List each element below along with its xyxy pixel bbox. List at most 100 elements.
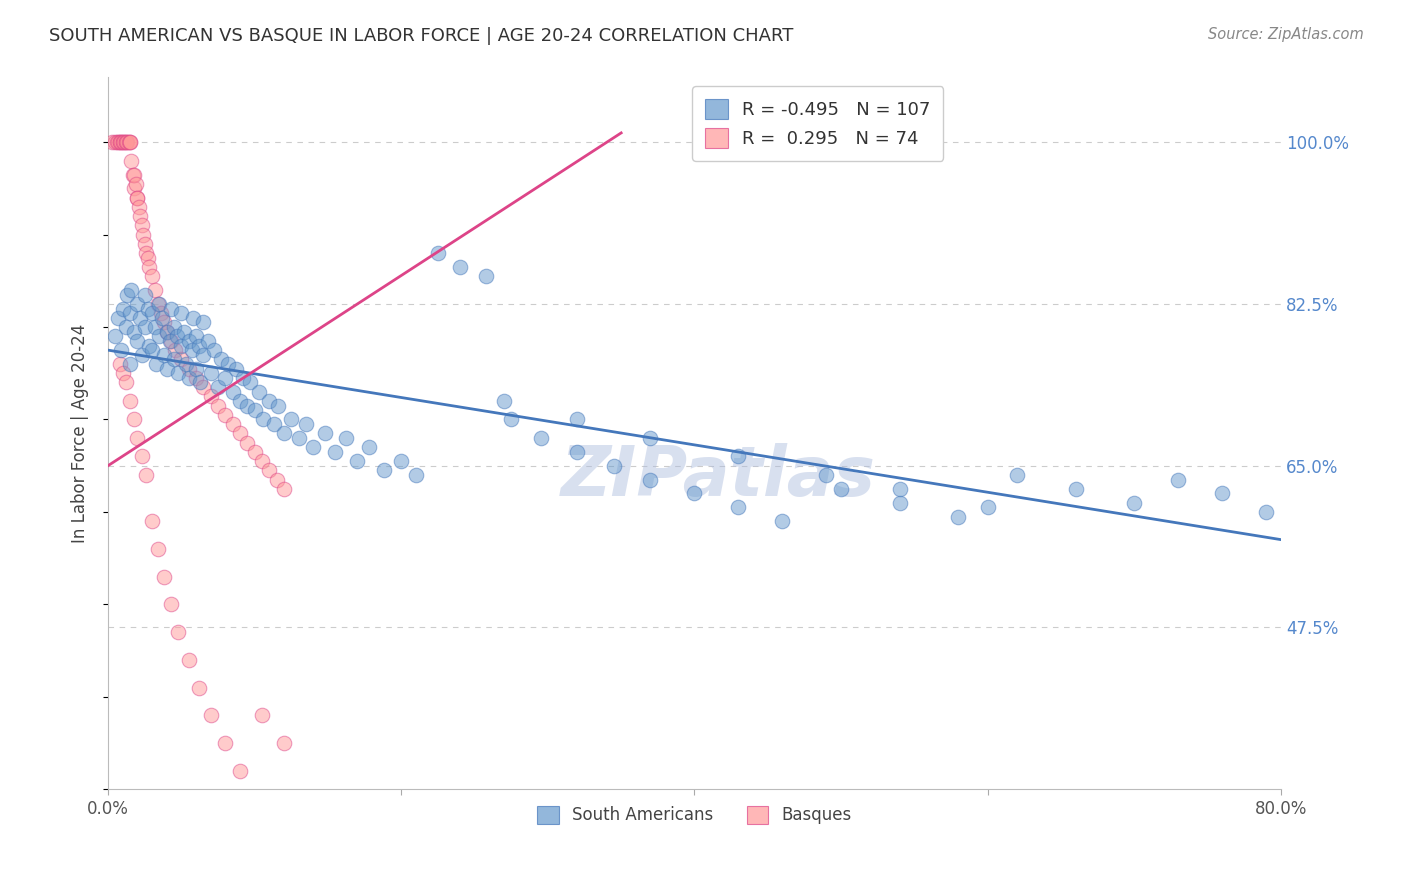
Point xyxy=(131,348,153,362)
Point xyxy=(683,486,706,500)
Point xyxy=(170,352,193,367)
Point xyxy=(118,135,141,149)
Point xyxy=(129,310,152,325)
Point xyxy=(948,509,970,524)
Point xyxy=(177,334,200,348)
Point xyxy=(193,348,215,362)
Point xyxy=(160,598,183,612)
Point xyxy=(323,445,346,459)
Point xyxy=(640,431,662,445)
Point xyxy=(141,269,163,284)
Point xyxy=(221,384,243,399)
Point xyxy=(830,482,852,496)
Point xyxy=(273,736,295,750)
Point xyxy=(136,251,159,265)
Point xyxy=(138,338,160,352)
Text: SOUTH AMERICAN VS BASQUE IN LABOR FORCE | AGE 20-24 CORRELATION CHART: SOUTH AMERICAN VS BASQUE IN LABOR FORCE … xyxy=(49,27,793,45)
Point xyxy=(127,191,149,205)
Point xyxy=(977,500,1000,515)
Point xyxy=(127,191,149,205)
Point xyxy=(114,135,136,149)
Point xyxy=(197,334,219,348)
Point xyxy=(229,764,252,778)
Point xyxy=(118,135,141,149)
Point xyxy=(217,357,239,371)
Point xyxy=(127,431,149,445)
Point xyxy=(640,473,662,487)
Point xyxy=(134,320,156,334)
Point xyxy=(243,445,266,459)
Point xyxy=(243,403,266,417)
Point xyxy=(152,315,174,329)
Point xyxy=(170,306,193,320)
Point xyxy=(357,440,380,454)
Point xyxy=(567,412,589,426)
Point xyxy=(111,366,134,380)
Point xyxy=(567,445,589,459)
Point xyxy=(346,454,368,468)
Point xyxy=(229,426,252,441)
Point xyxy=(177,371,200,385)
Point xyxy=(149,306,172,320)
Point xyxy=(200,708,222,723)
Point xyxy=(214,408,236,422)
Point xyxy=(156,325,179,339)
Point xyxy=(104,329,127,343)
Point xyxy=(107,135,129,149)
Point xyxy=(1064,482,1087,496)
Point xyxy=(152,569,174,583)
Point xyxy=(167,625,190,640)
Point xyxy=(148,329,170,343)
Point xyxy=(118,357,141,371)
Point xyxy=(314,426,336,441)
Point xyxy=(225,361,247,376)
Point xyxy=(1005,467,1028,482)
Point xyxy=(273,426,295,441)
Point xyxy=(475,269,498,284)
Point xyxy=(209,352,232,367)
Point xyxy=(492,394,515,409)
Point xyxy=(727,500,749,515)
Text: Source: ZipAtlas.com: Source: ZipAtlas.com xyxy=(1208,27,1364,42)
Point xyxy=(603,458,626,473)
Point xyxy=(426,246,449,260)
Point xyxy=(160,301,183,316)
Point xyxy=(889,482,911,496)
Point xyxy=(111,135,134,149)
Point xyxy=(501,412,523,426)
Point xyxy=(214,371,236,385)
Point xyxy=(207,380,229,394)
Point xyxy=(263,417,285,431)
Point xyxy=(184,361,207,376)
Point xyxy=(1123,496,1146,510)
Point xyxy=(389,454,412,468)
Point xyxy=(134,287,156,301)
Point xyxy=(247,384,270,399)
Point xyxy=(159,334,181,348)
Point xyxy=(138,260,160,274)
Point xyxy=(108,135,131,149)
Point xyxy=(132,227,155,242)
Point xyxy=(115,287,138,301)
Point xyxy=(111,301,134,316)
Point xyxy=(152,348,174,362)
Point xyxy=(529,431,551,445)
Point xyxy=(166,329,188,343)
Point xyxy=(124,325,146,339)
Point xyxy=(108,357,131,371)
Point xyxy=(110,343,132,358)
Point xyxy=(167,366,190,380)
Point xyxy=(117,135,139,149)
Point xyxy=(124,168,146,182)
Point xyxy=(181,310,204,325)
Point xyxy=(148,297,170,311)
Point xyxy=(236,399,259,413)
Point xyxy=(118,306,141,320)
Point xyxy=(373,463,395,477)
Point xyxy=(170,338,193,352)
Point xyxy=(229,394,252,409)
Point xyxy=(302,440,325,454)
Point xyxy=(250,454,273,468)
Y-axis label: In Labor Force | Age 20-24: In Labor Force | Age 20-24 xyxy=(72,324,89,543)
Point xyxy=(134,236,156,251)
